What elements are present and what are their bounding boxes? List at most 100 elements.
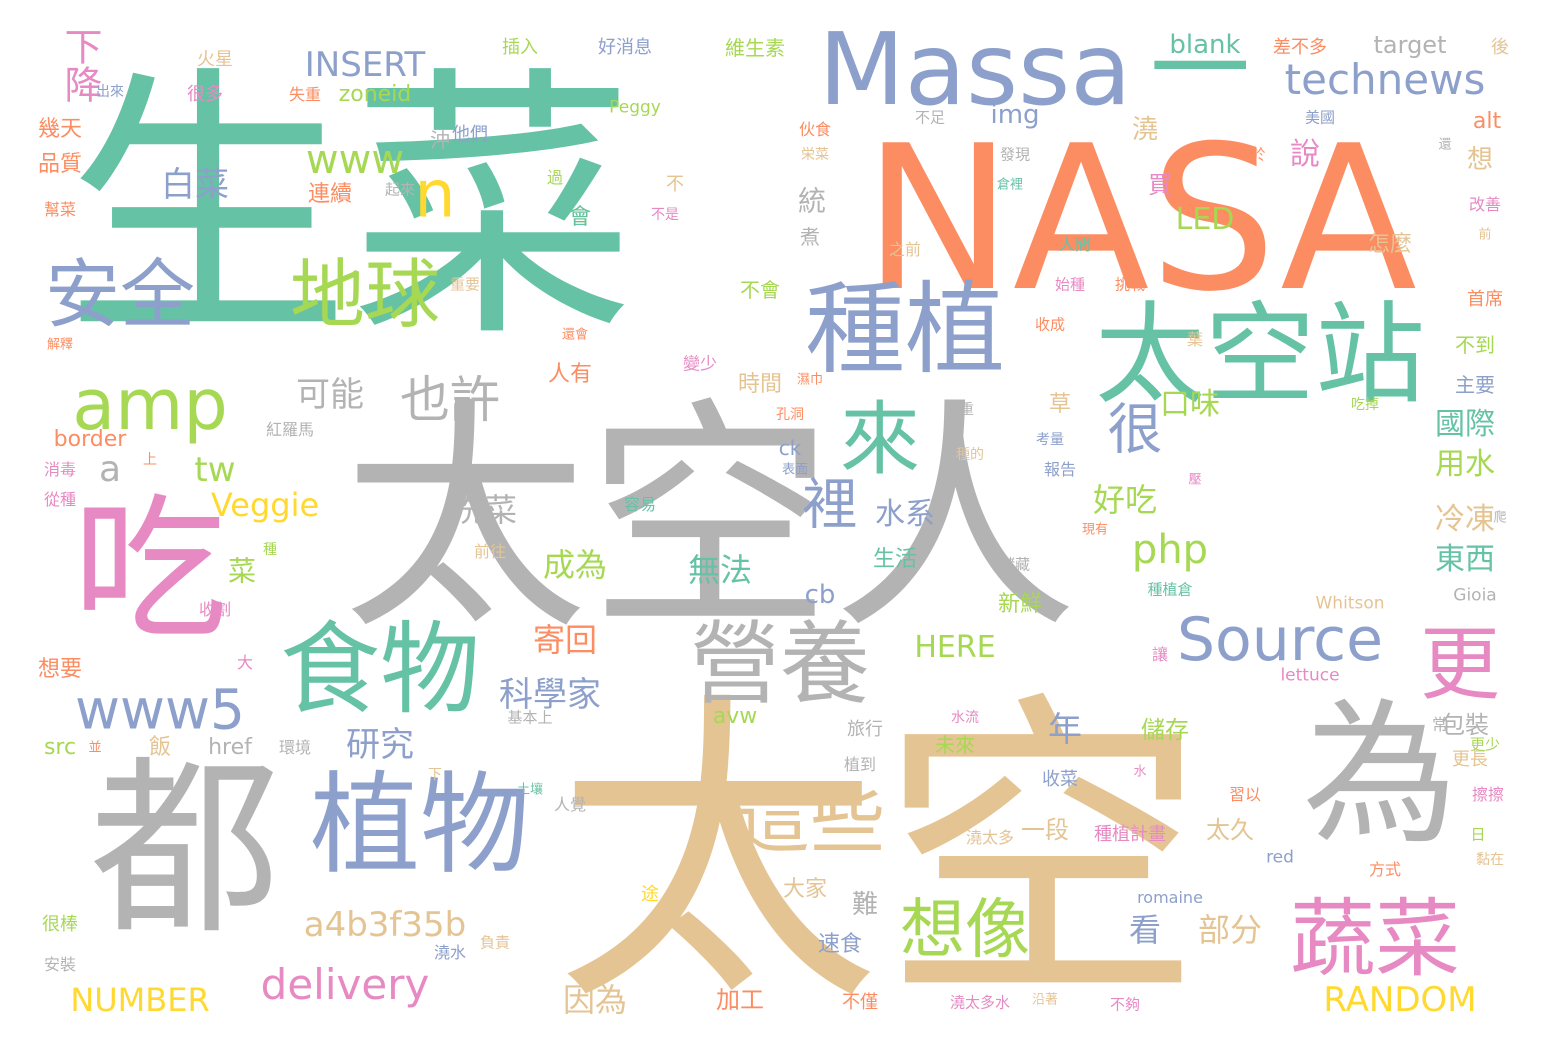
word-56: 口味 [1160, 387, 1220, 422]
word-delivery: delivery [260, 960, 430, 1009]
word-25: 裡 [802, 472, 858, 537]
word-nasa: NASA [863, 103, 1417, 336]
word-114: 後 [1491, 37, 1509, 58]
word-17: 來 [840, 393, 920, 486]
word-php: php [1131, 527, 1209, 573]
word-179: 土壤 [516, 782, 544, 798]
word-tw: tw [194, 450, 236, 490]
word-54: 好吃 [1092, 481, 1158, 519]
word-151: 表面 [781, 462, 809, 478]
word-165: 讓 [1151, 645, 1169, 664]
word-51: 寄回 [532, 621, 598, 659]
word-133: 人間 [1058, 235, 1092, 254]
word-cb: cb [804, 580, 836, 610]
word-5: 會 [568, 205, 592, 230]
word-href: href [208, 735, 252, 760]
word-123: 發現 [999, 145, 1031, 164]
word-134: 前 [1478, 227, 1492, 243]
word-168: 常 [1431, 715, 1449, 734]
word-163: 種植倉 [1147, 580, 1193, 599]
word-13: 種植 [805, 271, 1005, 388]
word-80: 菜 [224, 556, 257, 584]
word-166: 大 [236, 653, 254, 672]
word-127: 起來 [384, 180, 416, 199]
word-155: 從種 [43, 490, 77, 509]
word-95: 速食 [817, 932, 863, 957]
word-173: 未來 [935, 733, 975, 757]
word-131: 倉裡 [996, 177, 1024, 193]
word-47: 部分 [1197, 911, 1263, 949]
word-21: 這些 [734, 775, 886, 864]
word-138: 收成 [1034, 315, 1066, 334]
word-107: 想要 [37, 657, 83, 682]
word-117: 他們 [452, 124, 488, 145]
word-137: 挑戰 [1114, 275, 1146, 294]
word-100: 首席 [1467, 289, 1503, 310]
word-199: 會 [568, 205, 592, 230]
word-108: 火星 [197, 49, 233, 70]
word-130: 幫菜 [43, 200, 77, 219]
word-90: 包裝 [1441, 711, 1489, 739]
word-14: 蔬菜 [1289, 890, 1461, 990]
word-58: 用水 [1435, 447, 1495, 482]
word-181: 水 [1133, 764, 1147, 780]
word-6: 吃 [72, 479, 228, 661]
word-ck: ck [778, 436, 802, 460]
word-198: 煮 [800, 225, 820, 249]
word-142: 變少 [683, 354, 717, 375]
word-167: 基本上 [507, 708, 553, 727]
word-a4b3f35b: a4b3f35b [303, 905, 467, 945]
word-gioia: Gioia [1453, 585, 1497, 606]
word-src: src [43, 735, 77, 760]
word-89: 儲存 [1141, 716, 1189, 744]
word-193: 負責 [479, 933, 511, 952]
word-195: 澆太多水 [949, 993, 1011, 1012]
word-124: 於 [1250, 145, 1266, 164]
word-182: 習以 [1228, 785, 1262, 804]
word-83: 想 [1466, 145, 1494, 175]
word-158: 現有 [1081, 522, 1109, 538]
word-162: 儲藏 [999, 555, 1031, 574]
word-91: 時間 [737, 372, 783, 397]
word-18: 地球 [289, 250, 441, 339]
word-126: 過 [546, 168, 564, 187]
word-102: 連續 [307, 182, 353, 207]
word-lettuce: lettuce [1280, 665, 1340, 686]
word-191: 澆水 [433, 943, 467, 962]
word-alt: alt [1472, 109, 1502, 134]
word-source: Source [1176, 605, 1384, 675]
word-189: 途 [641, 884, 659, 905]
word-55: 說 [1290, 137, 1320, 172]
word-164: 收割 [198, 600, 232, 619]
word-border: border [53, 427, 127, 452]
word-87: 一段 [1021, 816, 1069, 844]
word-blank: blank [1169, 30, 1241, 60]
word-48: 因為 [562, 981, 628, 1019]
word-led: LED [1175, 202, 1235, 237]
word-140: 解釋 [46, 337, 74, 353]
word-42: 可能 [296, 375, 364, 415]
word-105: 不會 [740, 278, 780, 302]
word-141: 還會 [561, 327, 589, 343]
word-125: 還 [1438, 137, 1452, 153]
word-www5: www5 [75, 677, 245, 742]
word-93: 生活 [872, 547, 918, 572]
word-156: 容易 [623, 495, 657, 514]
word-186: 日 [1470, 825, 1486, 844]
word-116: 失重 [288, 85, 322, 104]
word-112: 維生素 [725, 36, 785, 60]
word-44: 科學家 [499, 675, 601, 715]
word-176: 更長 [1452, 749, 1488, 770]
word-192: 安裝 [43, 955, 77, 974]
word-113: 差不多 [1273, 37, 1327, 58]
word-128: 不 [666, 174, 684, 195]
word-40: 白菜 [161, 165, 229, 205]
word-111: 好消息 [598, 37, 652, 58]
word-11: 植物 [310, 761, 530, 889]
word-180: 人覺 [553, 795, 587, 814]
word-15: 營養 [690, 612, 870, 717]
word-romaine: romaine [1137, 888, 1203, 907]
word-target: target [1373, 31, 1447, 59]
word-109: 很多 [187, 84, 223, 105]
word-152: 種的 [956, 447, 984, 463]
